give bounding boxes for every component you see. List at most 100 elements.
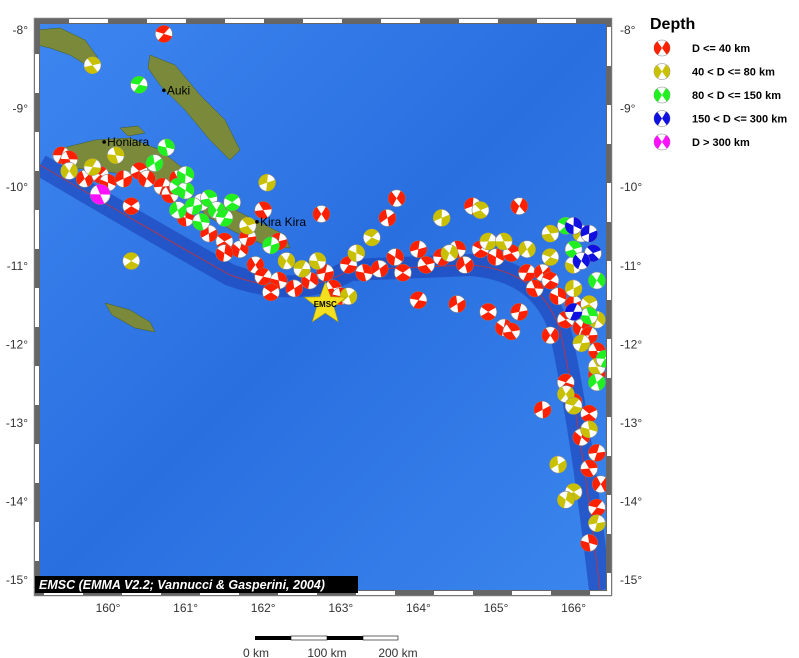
lon-tick-label: 161°	[173, 601, 198, 615]
lat-tick-label-right: -15°	[620, 573, 642, 587]
event-beachball[interactable]	[456, 256, 474, 274]
event-beachball[interactable]	[479, 232, 498, 251]
event-beachball[interactable]	[83, 158, 102, 176]
event-beachball[interactable]	[215, 244, 234, 262]
event-beachball[interactable]	[192, 213, 210, 231]
event-beachball[interactable]	[409, 240, 428, 259]
event-beachball[interactable]	[564, 279, 583, 298]
event-beachball[interactable]	[176, 181, 195, 200]
event-beachball[interactable]	[541, 248, 560, 266]
place-label: Auki	[167, 83, 190, 97]
legend-beachball-icon[interactable]	[653, 63, 671, 80]
event-beachball[interactable]	[588, 444, 606, 462]
event-beachball[interactable]	[494, 232, 513, 251]
event-beachball[interactable]	[130, 76, 148, 94]
event-beachball[interactable]	[580, 306, 598, 325]
event-beachball[interactable]	[254, 267, 273, 286]
event-beachball[interactable]	[157, 138, 175, 157]
event-beachball[interactable]	[510, 197, 529, 215]
legend-beachball-icon[interactable]	[653, 133, 671, 151]
scale-label-0: 0 km	[243, 646, 269, 658]
event-beachball[interactable]	[312, 205, 331, 223]
event-beachball[interactable]	[106, 146, 125, 165]
event-beachball[interactable]	[223, 193, 241, 212]
event-beachball[interactable]	[471, 201, 490, 219]
event-beachball[interactable]	[262, 283, 280, 302]
event-beachball[interactable]	[89, 184, 111, 205]
event-beachball[interactable]	[277, 252, 296, 270]
event-beachball[interactable]	[176, 166, 195, 184]
event-beachball[interactable]	[169, 201, 187, 219]
event-beachball[interactable]	[83, 56, 102, 75]
event-beachball[interactable]	[588, 498, 606, 517]
event-beachball[interactable]	[386, 248, 404, 266]
event-beachball[interactable]	[285, 279, 304, 298]
event-beachball[interactable]	[572, 252, 591, 270]
legend-beachball-icon[interactable]	[653, 39, 671, 57]
event-beachball[interactable]	[595, 350, 613, 368]
event-beachball[interactable]	[114, 169, 133, 188]
event-beachball[interactable]	[155, 25, 173, 43]
event-beachball[interactable]	[591, 475, 609, 493]
event-beachball[interactable]	[588, 514, 606, 533]
event-beachball[interactable]	[122, 252, 141, 270]
event-beachball[interactable]	[487, 248, 505, 266]
event-beachball[interactable]	[588, 373, 606, 392]
event-beachball[interactable]	[347, 244, 366, 262]
event-beachball[interactable]	[580, 534, 598, 552]
event-beachball[interactable]	[533, 400, 552, 419]
event-beachball[interactable]	[262, 236, 280, 255]
event-beachball[interactable]	[572, 334, 591, 353]
event-beachball[interactable]	[588, 271, 606, 290]
event-beachball[interactable]	[440, 244, 459, 262]
event-beachball[interactable]	[394, 263, 412, 282]
event-beachball[interactable]	[138, 169, 156, 188]
event-beachball[interactable]	[580, 404, 598, 423]
event-beachball[interactable]	[564, 303, 583, 321]
event-beachball[interactable]	[378, 209, 397, 227]
event-beachball[interactable]	[293, 260, 311, 278]
event-beachball[interactable]	[564, 397, 583, 415]
event-beachball[interactable]	[518, 263, 536, 282]
event-beachball[interactable]	[518, 240, 536, 259]
event-beachball[interactable]	[557, 490, 575, 509]
event-beachball[interactable]	[541, 224, 560, 243]
event-beachball[interactable]	[525, 279, 544, 298]
legend-beachball-icon[interactable]	[653, 110, 671, 127]
event-beachball[interactable]	[238, 216, 257, 235]
event-beachball[interactable]	[355, 263, 373, 282]
event-beachball[interactable]	[387, 189, 406, 208]
event-beachball[interactable]	[122, 197, 141, 215]
event-beachball[interactable]	[254, 201, 273, 219]
lon-tick-label: 165°	[484, 601, 509, 615]
event-beachball[interactable]	[409, 291, 428, 309]
event-beachball[interactable]	[502, 322, 521, 341]
island-rennell	[104, 302, 156, 333]
event-beachball[interactable]	[339, 287, 358, 306]
event-beachball[interactable]	[580, 420, 598, 439]
event-beachball[interactable]	[549, 287, 567, 306]
event-beachball[interactable]	[479, 303, 498, 321]
event-beachball[interactable]	[308, 252, 327, 270]
event-beachball[interactable]	[432, 209, 451, 227]
event-beachball[interactable]	[370, 260, 389, 278]
event-beachball[interactable]	[258, 173, 276, 192]
event-beachball[interactable]	[541, 271, 560, 290]
event-beachball[interactable]	[448, 295, 467, 313]
event-beachball[interactable]	[580, 459, 598, 478]
event-beachball[interactable]	[580, 224, 598, 243]
epicenter[interactable]: EMSC	[303, 281, 348, 323]
event-beachball[interactable]	[541, 326, 560, 345]
legend-beachball-icon[interactable]	[653, 86, 671, 104]
event-beachball[interactable]	[145, 154, 164, 172]
event-beachball[interactable]	[60, 162, 78, 180]
event-beachball[interactable]	[510, 303, 529, 321]
event-beachball[interactable]	[564, 216, 583, 235]
event-beachball[interactable]	[215, 209, 234, 227]
event-beachball[interactable]	[417, 256, 435, 274]
lat-tick-label-left: -10°	[6, 180, 28, 194]
event-beachball[interactable]	[184, 197, 203, 215]
event-beachball[interactable]	[363, 228, 381, 247]
epicenter-star-icon[interactable]	[303, 281, 348, 323]
event-beachball[interactable]	[549, 455, 567, 474]
